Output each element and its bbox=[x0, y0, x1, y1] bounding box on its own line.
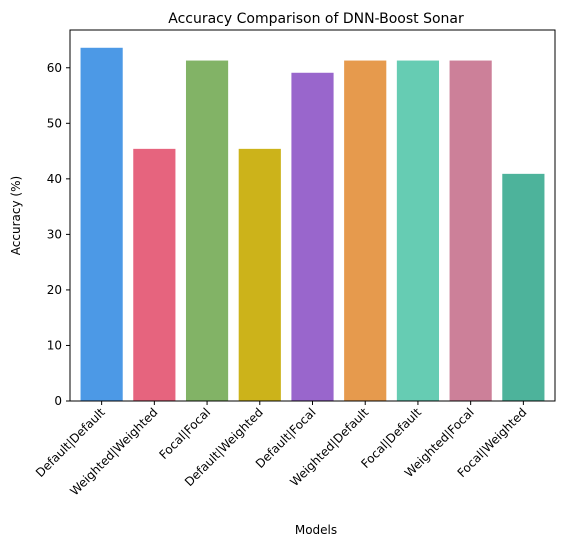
bar-focal-focal bbox=[185, 60, 229, 401]
y-tick-label: 40 bbox=[47, 172, 62, 186]
bar-focal-weighted bbox=[502, 173, 545, 401]
y-tick-label: 10 bbox=[47, 338, 62, 352]
y-tick-label: 20 bbox=[47, 283, 62, 297]
bar-default-default bbox=[80, 47, 123, 401]
bar-weighted-focal bbox=[449, 60, 492, 401]
y-tick-label: 60 bbox=[47, 61, 62, 75]
bar-weighted-weighted bbox=[133, 148, 176, 401]
plot-frame bbox=[69, 29, 556, 402]
y-tick-label: 30 bbox=[47, 227, 62, 241]
bar-default-weighted bbox=[238, 148, 281, 401]
y-axis-label: Accuracy (%) bbox=[9, 176, 23, 255]
bar-focal-default bbox=[396, 60, 440, 401]
y-axis: 0 10 20 30 40 50 60 bbox=[47, 61, 70, 408]
y-tick-label: 0 bbox=[54, 394, 62, 408]
y-tick-label: 50 bbox=[47, 116, 62, 130]
bar-default-focal bbox=[291, 72, 334, 402]
x-axis: Default|DefaultWeighted|WeightedFocal|Fo… bbox=[33, 401, 529, 498]
bars-group bbox=[80, 47, 545, 402]
x-axis-label: Models bbox=[295, 523, 337, 537]
x-tick-label: Focal|Focal bbox=[156, 405, 213, 462]
x-tick-label: Weighted|Weighted bbox=[67, 405, 160, 498]
bar-weighted-default bbox=[344, 60, 387, 401]
chart-title: Accuracy Comparison of DNN-Boost Sonar bbox=[168, 11, 464, 27]
